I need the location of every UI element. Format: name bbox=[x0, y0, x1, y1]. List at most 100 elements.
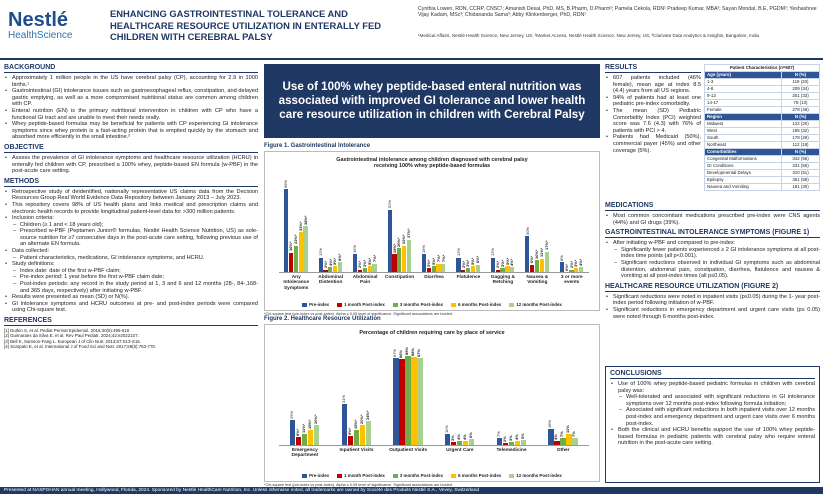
group-row: Region N (%) bbox=[704, 113, 820, 121]
table-cell: 1-3 bbox=[704, 78, 782, 86]
table-row: Midwest 122 (20) bbox=[704, 120, 820, 128]
bar bbox=[301, 434, 308, 445]
value-label: 17%* bbox=[543, 240, 549, 251]
bar bbox=[293, 245, 299, 272]
bar bbox=[525, 236, 530, 272]
value-label: 7% bbox=[495, 430, 501, 437]
bar bbox=[539, 258, 544, 272]
value-label: 30% bbox=[524, 226, 530, 235]
bar bbox=[530, 264, 535, 272]
legend-label: 3 months Post-index bbox=[399, 473, 444, 478]
value-label: 27%* bbox=[406, 228, 412, 239]
bar bbox=[560, 438, 566, 445]
table-cell: Congenital Malformations bbox=[704, 155, 782, 163]
section-heading: RESULTS bbox=[605, 64, 701, 73]
section: OBJECTIVE Assess the prevalence of GI int… bbox=[4, 144, 258, 175]
category-label: Constipation bbox=[384, 275, 415, 280]
value-label: 16% bbox=[547, 419, 553, 428]
value-label: 4% bbox=[513, 433, 519, 440]
legend-label: Pre-index bbox=[309, 473, 330, 478]
category-label: 3 or more events bbox=[560, 275, 583, 286]
value-label: 8% bbox=[559, 255, 565, 261]
category-label: Any Intolerance Symptoms bbox=[283, 275, 310, 291]
table-cell: 122 (20) bbox=[781, 120, 820, 128]
section: METHODS Retrospective study of deidentifi… bbox=[4, 178, 258, 314]
legend-entry: 12 months Post-index bbox=[509, 302, 562, 307]
bar bbox=[436, 263, 441, 272]
value-label: 7%* bbox=[440, 254, 446, 263]
value-label: 86% bbox=[398, 349, 404, 358]
text-item: Children (≥ 1 and < 18 years old); bbox=[4, 222, 258, 229]
bar bbox=[303, 226, 308, 272]
legend-entry: 3 months Post-index bbox=[392, 302, 443, 307]
table-cell: 112 (18) bbox=[781, 141, 820, 149]
legend-swatch bbox=[451, 302, 457, 307]
table-cell: Developmental Delays bbox=[704, 169, 782, 177]
bar bbox=[431, 266, 436, 272]
section: REFERENCES [1] Durkin S, et al. Pediat Pe… bbox=[4, 317, 258, 350]
text-item: Assess the prevalence of GI intolerance … bbox=[4, 155, 258, 175]
text-item: 94% of patients had at least one pediatr… bbox=[605, 95, 701, 108]
text-item: Index date: date of the first w-PBF clai… bbox=[4, 268, 258, 275]
category-label: Urgent Care bbox=[446, 448, 474, 453]
value-label: 88% bbox=[410, 347, 416, 356]
figure: Figure 2. Healthcare Resource Utilizatio… bbox=[264, 316, 600, 487]
section-heading: GASTROINTESTINAL INTOLERANCE SYMPTOMS (F… bbox=[605, 229, 820, 239]
group-name: Region bbox=[704, 113, 782, 121]
value-label: 8%* bbox=[295, 428, 301, 436]
figure-note: *Chi-square test (pre-index vs post-inde… bbox=[264, 312, 453, 316]
value-label: 4% bbox=[553, 433, 559, 440]
bar bbox=[495, 269, 500, 272]
section: RESULTS 607 patients included (46% female… bbox=[605, 64, 701, 154]
table-row: Nausea and Vomiting 181 (30) bbox=[704, 183, 820, 191]
figure-label: Figure 2. Healthcare Resource Utilizatio… bbox=[264, 316, 381, 322]
table-row: GI Conditions 331 (55) bbox=[704, 162, 820, 170]
legend-label: 1 month Post-index bbox=[344, 473, 385, 478]
text-item: Prescribed w-PBF (Peptamen Junior® formu… bbox=[4, 228, 258, 248]
category-label: Telemedicine bbox=[496, 448, 527, 453]
bar bbox=[298, 232, 303, 272]
value-label: 7% bbox=[571, 430, 577, 437]
legend: Pre-index 1 month Post-index 3 months Post… bbox=[265, 473, 599, 478]
group-name: Comorbidities bbox=[704, 148, 782, 156]
category-label: Outpatient Visits bbox=[389, 448, 428, 453]
value-label: 2% bbox=[501, 435, 507, 442]
bar bbox=[328, 267, 333, 272]
bar bbox=[341, 404, 347, 445]
group-row: Age (years) N (%) bbox=[704, 71, 820, 79]
bar bbox=[367, 266, 372, 272]
section: HEALTHCARE RESOURCE UTILIZATION (FIGURE … bbox=[605, 283, 820, 320]
bar bbox=[456, 257, 461, 272]
bar bbox=[387, 209, 392, 272]
bar bbox=[353, 430, 359, 445]
table-cell: 195 (32) bbox=[781, 127, 820, 135]
text-item: Use of 100% whey peptide-based pediatric… bbox=[610, 381, 815, 394]
bar bbox=[357, 269, 363, 272]
value-label: 12% bbox=[455, 248, 461, 257]
section: GASTROINTESTINAL INTOLERANCE SYMPTOMS (F… bbox=[605, 229, 820, 280]
category-label: Diarrhea bbox=[424, 275, 444, 280]
table-cell: South bbox=[704, 134, 782, 142]
value-label: 4% bbox=[462, 433, 468, 440]
right-column: MEDICATIONS Most common concomitant medic… bbox=[605, 200, 820, 364]
category-label: Flatulence bbox=[456, 275, 481, 280]
value-label: 11%* bbox=[301, 423, 307, 433]
bar bbox=[323, 269, 328, 272]
legend-swatch bbox=[392, 302, 398, 307]
group-unit: N (%) bbox=[781, 148, 820, 156]
value-label: 24%* bbox=[364, 409, 370, 420]
category-label: Nausea & Vomiting bbox=[526, 275, 549, 286]
bar bbox=[333, 266, 338, 272]
left-column: BACKGROUND Approximately 1 million people… bbox=[4, 62, 258, 485]
bar bbox=[289, 420, 296, 445]
value-label: 11% bbox=[565, 424, 571, 433]
text-item: Results were presented as mean (SD) or N… bbox=[4, 294, 258, 301]
value-label: 7% bbox=[559, 430, 565, 437]
value-label: 9%* bbox=[346, 427, 352, 435]
bar bbox=[566, 434, 572, 445]
bar bbox=[313, 425, 320, 445]
value-label: 25% bbox=[289, 410, 295, 419]
value-label: 87% bbox=[416, 348, 422, 357]
section: BACKGROUND Approximately 1 million people… bbox=[4, 64, 258, 141]
bar bbox=[405, 356, 411, 445]
